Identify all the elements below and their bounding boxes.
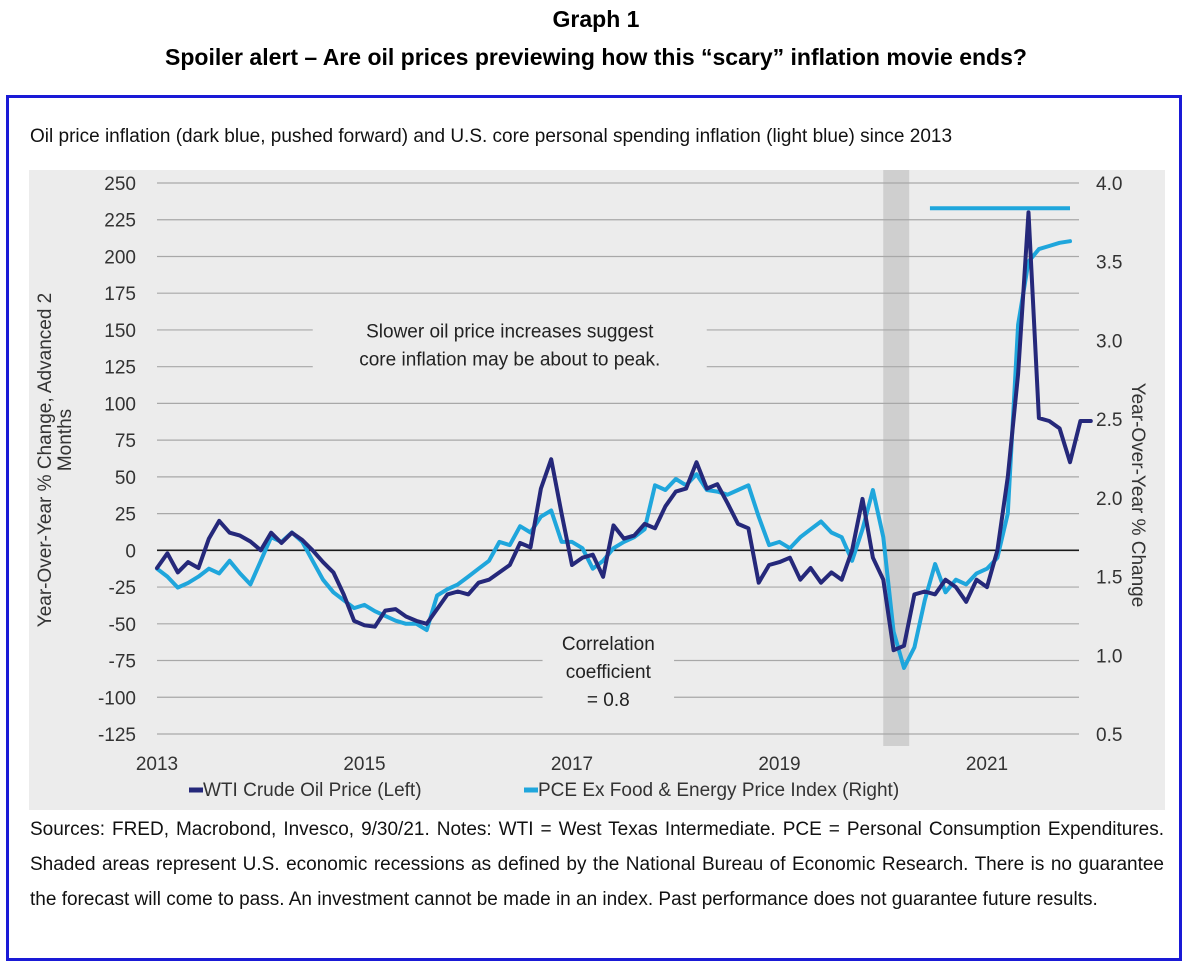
y-right-axis-title: Year-Over-Year % Change xyxy=(1127,383,1148,608)
y-left-tick-label: 0 xyxy=(125,541,136,562)
annotation-background xyxy=(312,313,707,378)
y-left-axis-title-line: Year-Over-Year % Change, Advanced 2 xyxy=(35,293,56,627)
y-left-axis-title: Year-Over-Year % Change, Advanced 2Month… xyxy=(35,293,76,627)
annotation-text: core inflation may be about to peak. xyxy=(359,349,660,370)
wti-series-line xyxy=(155,210,1093,653)
annotation-text: Slower oil price increases suggest xyxy=(366,321,654,342)
chart: Slower oil price increases suggest core i… xyxy=(29,170,1165,810)
annotation-layer: Slower oil price increases suggest core i… xyxy=(312,313,707,719)
y-right-tick-label: 2.5 xyxy=(1096,410,1122,431)
y-right-tick-label: 3.0 xyxy=(1096,331,1122,352)
annotation-text: Correlation xyxy=(562,634,655,655)
x-tick-label: 2021 xyxy=(966,754,1008,775)
x-tick-label: 2017 xyxy=(551,754,593,775)
y-left-tick-label: 100 xyxy=(104,394,136,415)
pce-series-line xyxy=(155,239,1072,670)
y-right-tick-label: 1.0 xyxy=(1096,646,1122,667)
x-tick-label: 2019 xyxy=(758,754,800,775)
y-left-tick-label: 125 xyxy=(104,358,136,379)
y-left-tick-label: 225 xyxy=(104,211,136,232)
series-layer xyxy=(155,206,1093,670)
legend-label-wti: WTI Crude Oil Price (Left) xyxy=(203,780,422,801)
annotation-background xyxy=(542,626,675,719)
annotation-text: = 0.8 xyxy=(587,690,630,711)
y-left-tick-label: 175 xyxy=(104,284,136,305)
axis-layer: 2502252001751501251007550250-25-50-75-10… xyxy=(35,174,1148,775)
y-left-tick-label: 150 xyxy=(104,321,136,342)
y-right-tick-label: 1.5 xyxy=(1096,568,1122,589)
y-left-tick-label: 25 xyxy=(115,505,136,526)
x-tick-label: 2013 xyxy=(136,754,178,775)
y-left-tick-label: 75 xyxy=(115,431,136,452)
y-left-tick-label: -50 xyxy=(109,615,136,636)
y-right-tick-label: 4.0 xyxy=(1096,174,1122,195)
chart-frame xyxy=(6,95,1182,961)
y-left-tick-label: -100 xyxy=(98,688,136,709)
y-left-axis-title-line: Months xyxy=(55,409,76,471)
y-right-tick-label: 2.0 xyxy=(1096,489,1122,510)
annotation-text: coefficient xyxy=(566,662,652,683)
chart-heading: Spoiler alert – Are oil prices previewin… xyxy=(165,44,1027,70)
y-left-tick-label: -75 xyxy=(109,652,136,673)
legend-label-pce: PCE Ex Food & Energy Price Index (Right) xyxy=(538,780,899,801)
y-left-tick-label: -125 xyxy=(98,725,136,746)
legend-layer: WTI Crude Oil Price (Left) PCE Ex Food & … xyxy=(189,780,899,801)
y-left-tick-label: 250 xyxy=(104,174,136,195)
y-left-tick-label: 200 xyxy=(104,247,136,268)
y-left-tick-label: -25 xyxy=(109,578,136,599)
y-right-tick-label: 3.5 xyxy=(1096,253,1122,274)
y-right-tick-label: 0.5 xyxy=(1096,725,1122,746)
chart-subtitle: Oil price inflation (dark blue, pushed f… xyxy=(30,126,953,147)
y-left-tick-label: 50 xyxy=(115,468,136,489)
x-tick-label: 2015 xyxy=(343,754,385,775)
graph-label: Graph 1 xyxy=(552,6,640,32)
source-notes: Sources: FRED, Macrobond, Invesco, 9/30/… xyxy=(30,819,1164,910)
